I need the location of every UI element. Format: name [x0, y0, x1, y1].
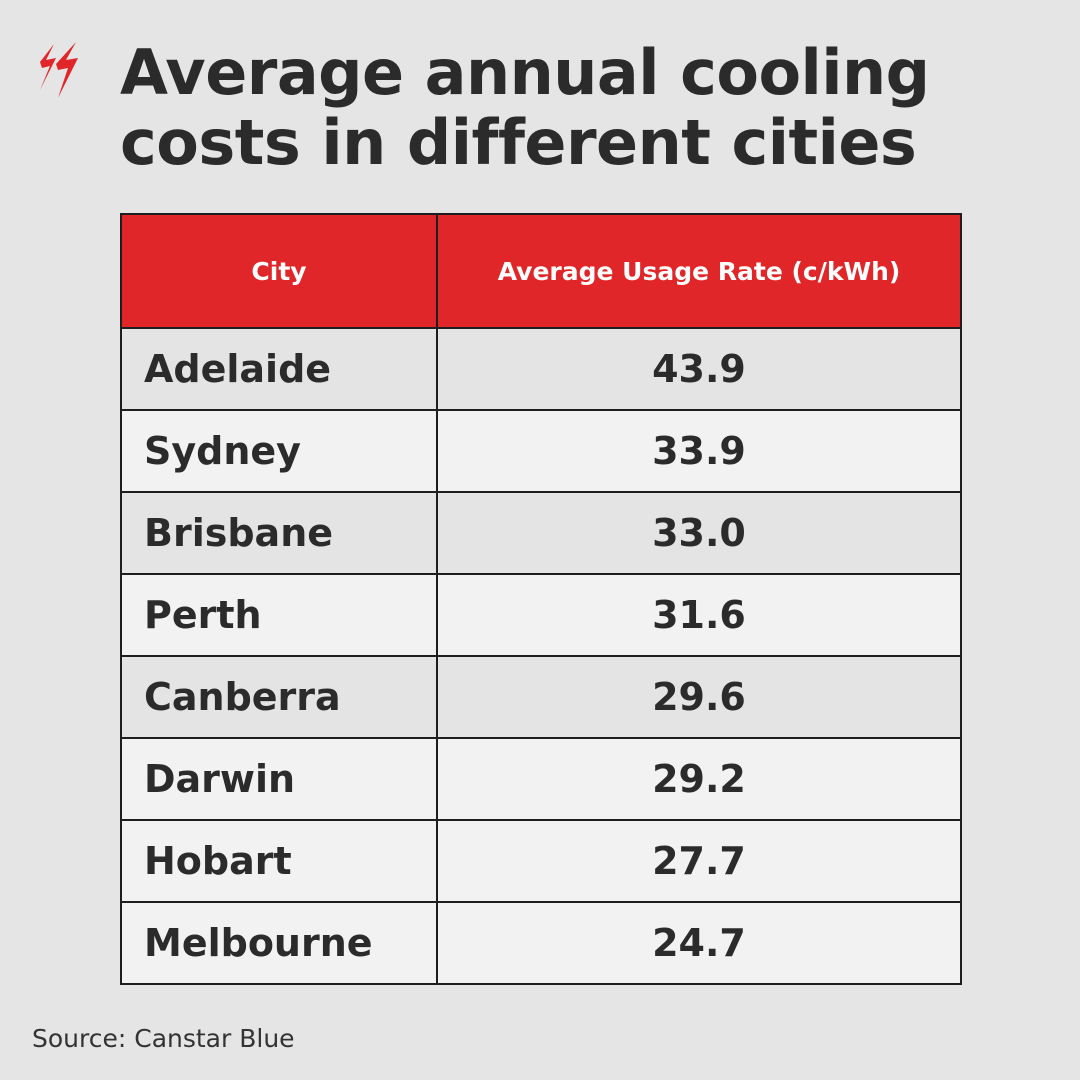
rate-cell: 43.9 — [436, 327, 962, 411]
cooling-costs-table: City Average Usage Rate (c/kWh) Adelaide… — [120, 213, 962, 985]
table-row: Sydney 33.9 — [120, 409, 962, 493]
rate-cell: 27.7 — [436, 819, 962, 903]
table-header-row: City Average Usage Rate (c/kWh) — [120, 213, 962, 329]
table-row: Canberra 29.6 — [120, 655, 962, 739]
rate-cell: 33.0 — [436, 491, 962, 575]
city-cell: Brisbane — [120, 491, 438, 575]
rate-cell: 24.7 — [436, 901, 962, 985]
city-cell: Melbourne — [120, 901, 438, 985]
table-row: Brisbane 33.0 — [120, 491, 962, 575]
city-cell: Darwin — [120, 737, 438, 821]
table-row: Hobart 27.7 — [120, 819, 962, 903]
table-row: Darwin 29.2 — [120, 737, 962, 821]
sbs-logo-icon — [40, 42, 78, 98]
column-header-city: City — [120, 213, 438, 329]
source-note: Source: Canstar Blue — [32, 1024, 295, 1053]
rate-cell: 33.9 — [436, 409, 962, 493]
rate-cell: 31.6 — [436, 573, 962, 657]
page-title: Average annual cooling costs in differen… — [120, 36, 930, 179]
rate-cell: 29.2 — [436, 737, 962, 821]
city-cell: Sydney — [120, 409, 438, 493]
city-cell: Adelaide — [120, 327, 438, 411]
table-row: Adelaide 43.9 — [120, 327, 962, 411]
city-cell: Hobart — [120, 819, 438, 903]
city-cell: Canberra — [120, 655, 438, 739]
rate-cell: 29.6 — [436, 655, 962, 739]
table-row: Melbourne 24.7 — [120, 901, 962, 985]
column-header-rate: Average Usage Rate (c/kWh) — [436, 213, 962, 329]
city-cell: Perth — [120, 573, 438, 657]
table-row: Perth 31.6 — [120, 573, 962, 657]
